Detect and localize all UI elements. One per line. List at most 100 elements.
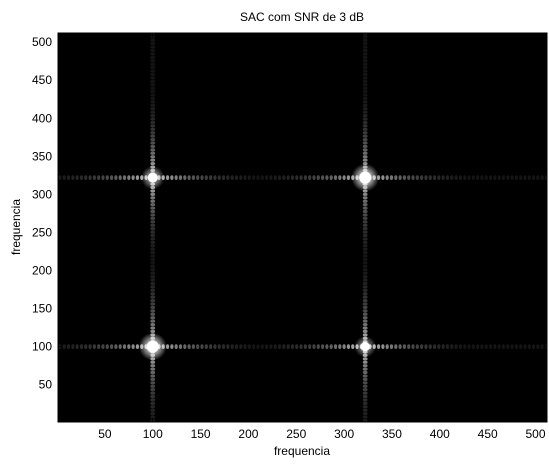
sidelobe-dot [325, 344, 329, 350]
sidelobe-dot [150, 196, 156, 200]
sidelobe-dot [362, 257, 368, 262]
sidelobe-dot [150, 117, 156, 121]
sidelobe-dot [150, 42, 156, 46]
sidelobe-dot [362, 117, 368, 121]
sidelobe-dot [362, 96, 368, 101]
sidelobe-dot [362, 240, 368, 244]
sidelobe-dot [536, 344, 540, 350]
sidelobe-dot [362, 227, 368, 231]
sidelobe-dot [362, 158, 368, 162]
sidelobe-dot [150, 370, 156, 375]
sidelobe-dot [150, 247, 156, 251]
peaks-layer [138, 163, 380, 361]
sidelobe-dot [362, 72, 368, 77]
sidelobe-dot [381, 175, 385, 181]
sidelobe-dot [488, 175, 493, 181]
sidelobe-dot [316, 344, 320, 350]
sidelobe-dot [420, 175, 424, 181]
sidelobe-dot [450, 344, 454, 350]
sidelobe-dot [441, 344, 445, 350]
x-tick-label: 450 [478, 427, 498, 441]
sidelobe-dot [135, 344, 140, 350]
sidelobe-dot [320, 175, 325, 181]
sidelobe-dot [362, 408, 368, 412]
y-tick-label: 50 [39, 378, 53, 392]
sidelobe-dot [150, 66, 156, 70]
sidelobe-dot [230, 344, 234, 350]
sidelobe-dot [362, 394, 368, 399]
sidelobe-dot [290, 175, 295, 181]
sidelobe-dot [312, 175, 316, 181]
sidelobe-dot [501, 175, 506, 181]
sidelobe-dot [282, 175, 286, 181]
sidelobe-dot [362, 203, 368, 207]
sidelobe-dot [135, 175, 140, 181]
sidelobe-dot [519, 175, 523, 181]
sidelobe-dot [362, 316, 368, 320]
sidelobe-dot [480, 175, 484, 181]
sidelobe-dot [428, 175, 432, 181]
sidelobe-dot [150, 227, 156, 231]
sidelobe-dot [333, 344, 338, 350]
sidelobe-dot [467, 344, 471, 350]
sidelobe-dot [217, 175, 221, 181]
chart-title: SAC com SNR de 3 dB [240, 10, 364, 24]
y-tick-label: 100 [32, 340, 52, 354]
sidelobe-dot [463, 344, 467, 350]
sidelobe-dot [150, 298, 156, 303]
sidelobe-dot [385, 344, 389, 350]
sidelobe-dot [109, 344, 114, 350]
sidelobe-dot [226, 175, 230, 181]
peak [147, 172, 158, 183]
sidelobe-dot [260, 344, 264, 350]
sidelobe-dot [150, 151, 156, 155]
sidelobe-dot [127, 344, 131, 350]
sidelobe-dot [362, 374, 368, 378]
sidelobe-dot [286, 344, 290, 350]
sidelobe-dot [183, 344, 187, 350]
sidelobe-dot [217, 344, 221, 350]
sidelobe-dot [362, 295, 368, 299]
sidelobe-dot [92, 175, 96, 181]
sidelobe-dot [493, 344, 497, 350]
sidelobe-dot [362, 271, 368, 275]
sidelobe-dot [308, 175, 312, 181]
sidelobe-dot [260, 175, 264, 181]
sidelobe-dot [150, 137, 156, 142]
sidelobe-dot [150, 158, 156, 162]
sidelobe-dot [458, 344, 462, 350]
sidelobe-dot [385, 175, 389, 181]
sidelobe-dot [362, 69, 368, 73]
y-tick-label: 400 [32, 111, 52, 125]
sidelobe-dot [150, 415, 156, 419]
sidelobe-dot [303, 344, 307, 350]
sidelobe-dot [333, 175, 338, 181]
sidelobe-dot [510, 175, 514, 181]
sidelobe-dot [150, 316, 156, 320]
sidelobe-dot [191, 175, 196, 181]
sidelobe-dot [362, 268, 368, 272]
x-tick-label: 50 [98, 427, 112, 441]
sidelobe-dot [150, 144, 156, 149]
sidelobe-dot [150, 103, 156, 107]
sidelobe-dot [362, 192, 368, 196]
sidelobe-dot [150, 155, 156, 159]
sidelobe-dot [221, 175, 226, 181]
sidelobe-dot [362, 370, 368, 375]
sidelobe-dot [362, 305, 368, 310]
sidelobe-dot [544, 175, 547, 181]
sidelobe-dot [519, 344, 523, 350]
sidelobe-dot [187, 344, 191, 350]
sidelobe-dot [150, 326, 156, 330]
sidelobe-dot [362, 275, 368, 279]
sidelobe-dot [398, 344, 402, 350]
sidelobe-dot [286, 175, 290, 181]
sidelobe-dot [150, 69, 156, 73]
sidelobe-dot [150, 52, 156, 56]
sidelobe-dot [71, 344, 75, 350]
sidelobe-dot [497, 175, 501, 181]
sidelobe-dot [150, 322, 156, 327]
sidelobe-dot [150, 131, 156, 135]
sidelobe-dot [329, 175, 333, 181]
sidelobe-dot [362, 288, 368, 292]
